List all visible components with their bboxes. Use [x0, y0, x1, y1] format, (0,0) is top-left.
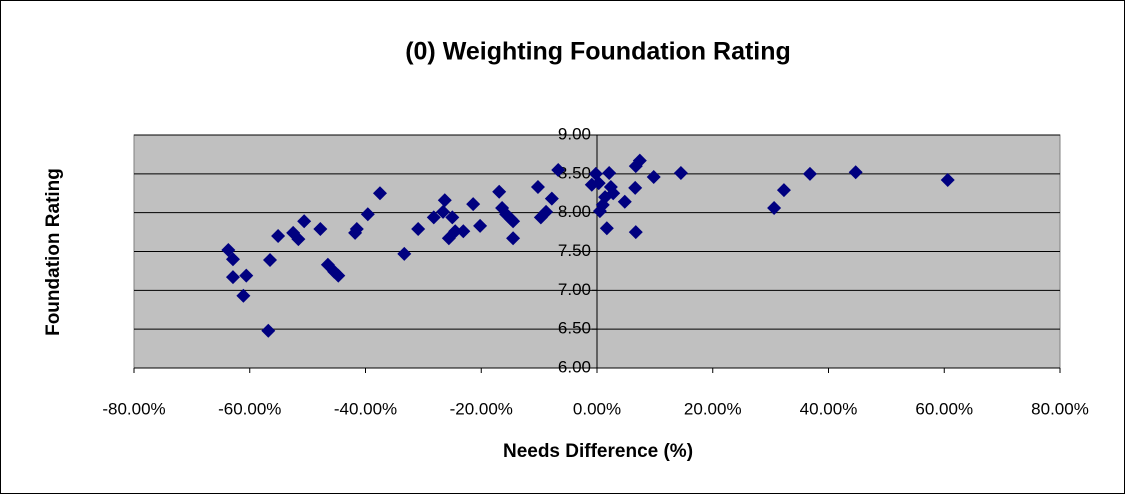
point — [802, 166, 817, 181]
x-tick-label: -20.00% — [450, 399, 513, 418]
point — [848, 165, 863, 180]
point — [426, 210, 441, 225]
chart-title: (0) Weighting Foundation Rating — [405, 38, 791, 66]
point — [628, 180, 643, 195]
point — [539, 204, 554, 219]
point — [436, 204, 451, 219]
point — [239, 268, 254, 283]
x-tick-label: -60.00% — [218, 399, 281, 418]
point — [456, 224, 471, 239]
point — [506, 231, 521, 246]
y-axis-label: Foundation Rating — [43, 168, 64, 336]
point — [473, 218, 488, 233]
y-tick-label: 8.50 — [558, 163, 591, 182]
point — [632, 153, 647, 168]
point — [503, 211, 518, 226]
point — [349, 221, 364, 236]
y-tick-label: 7.00 — [558, 280, 591, 299]
point — [646, 169, 661, 184]
point — [291, 232, 306, 247]
point — [617, 194, 632, 209]
point — [236, 288, 251, 303]
y-tick-label: 8.00 — [558, 202, 591, 221]
point — [776, 183, 791, 198]
point — [331, 268, 346, 283]
point — [263, 253, 278, 268]
point — [599, 221, 614, 236]
y-tick-label: 6.00 — [558, 357, 591, 376]
point — [271, 228, 286, 243]
point — [673, 166, 688, 181]
point — [551, 162, 566, 177]
x-tick-label: 60.00% — [915, 399, 973, 418]
point — [530, 180, 545, 195]
point — [261, 323, 276, 338]
x-tick-label: 40.00% — [800, 399, 858, 418]
point — [628, 225, 643, 240]
y-tick-label: 9.00 — [558, 124, 591, 143]
point — [397, 246, 412, 261]
point — [313, 221, 328, 236]
point — [940, 173, 955, 188]
point — [437, 193, 452, 208]
x-tick-label: -40.00% — [334, 399, 397, 418]
x-axis-label: Needs Difference (%) — [503, 441, 693, 462]
y-tick-label: 7.50 — [558, 241, 591, 260]
x-tick-label: -80.00% — [102, 399, 165, 418]
point — [606, 186, 621, 201]
point — [372, 186, 387, 201]
point — [445, 210, 460, 225]
point — [225, 270, 240, 285]
point — [591, 176, 606, 191]
point — [297, 214, 312, 229]
point — [544, 191, 559, 206]
point — [411, 221, 426, 236]
x-tick-label: 0.00% — [573, 399, 621, 418]
point — [360, 207, 375, 222]
point — [767, 201, 782, 216]
x-tick-label: 20.00% — [684, 399, 742, 418]
x-tick-label: 80.00% — [1031, 399, 1089, 418]
point — [448, 224, 463, 239]
point — [602, 166, 617, 181]
point — [492, 184, 507, 199]
point — [466, 197, 481, 212]
point — [225, 252, 240, 267]
y-tick-label: 6.50 — [558, 319, 591, 338]
